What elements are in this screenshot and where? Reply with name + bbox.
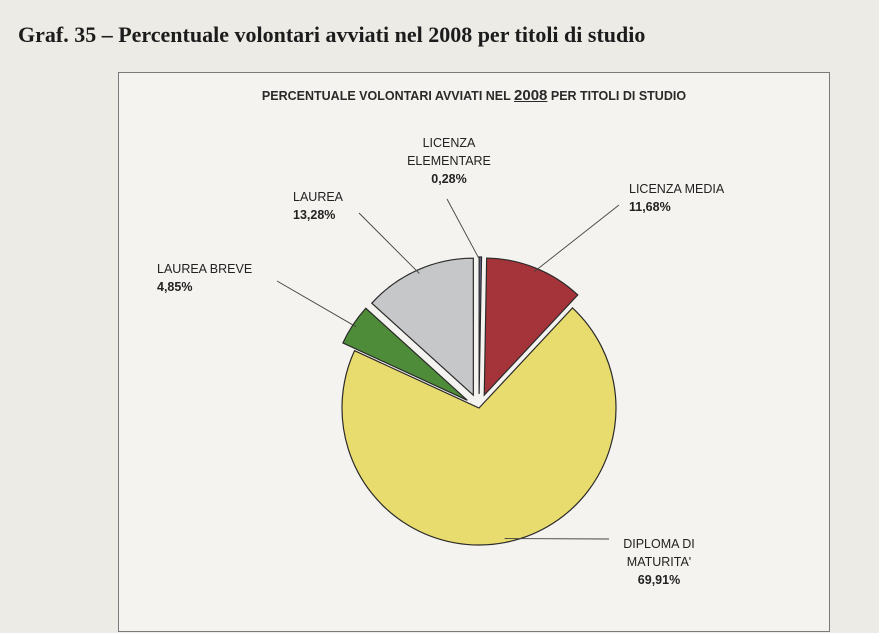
chart-frame: PERCENTUALE VOLONTARI AVVIATI NEL 2008 P… bbox=[118, 72, 830, 632]
slice-category-label: LAUREA BREVE bbox=[157, 262, 252, 276]
slice-value-label: 11,68% bbox=[629, 200, 671, 214]
slice-value-label: 13,28% bbox=[293, 208, 335, 222]
slice-category-label: DIPLOMA DI bbox=[623, 537, 695, 551]
slice-value-label: 69,91% bbox=[638, 573, 680, 587]
slice-category-label: LICENZA bbox=[423, 136, 476, 150]
slice-value-label: 4,85% bbox=[157, 280, 192, 294]
slice-value-label: 0,28% bbox=[431, 172, 466, 186]
leader-line bbox=[534, 205, 619, 272]
slice-category-label: LAUREA bbox=[293, 190, 344, 204]
page-title: Graf. 35 – Percentuale volontari avviati… bbox=[18, 22, 645, 48]
pie-chart: LICENZA ELEMENTARE 0,28% LICENZA MEDIA 11,68… bbox=[119, 73, 831, 633]
slice-category-label: MATURITA' bbox=[627, 555, 691, 569]
pie-slice bbox=[479, 257, 481, 394]
leader-line bbox=[447, 199, 480, 261]
slice-category-label: ELEMENTARE bbox=[407, 154, 491, 168]
slice-category-label: LICENZA MEDIA bbox=[629, 182, 725, 196]
leader-line bbox=[359, 213, 419, 274]
leader-line bbox=[277, 281, 356, 327]
